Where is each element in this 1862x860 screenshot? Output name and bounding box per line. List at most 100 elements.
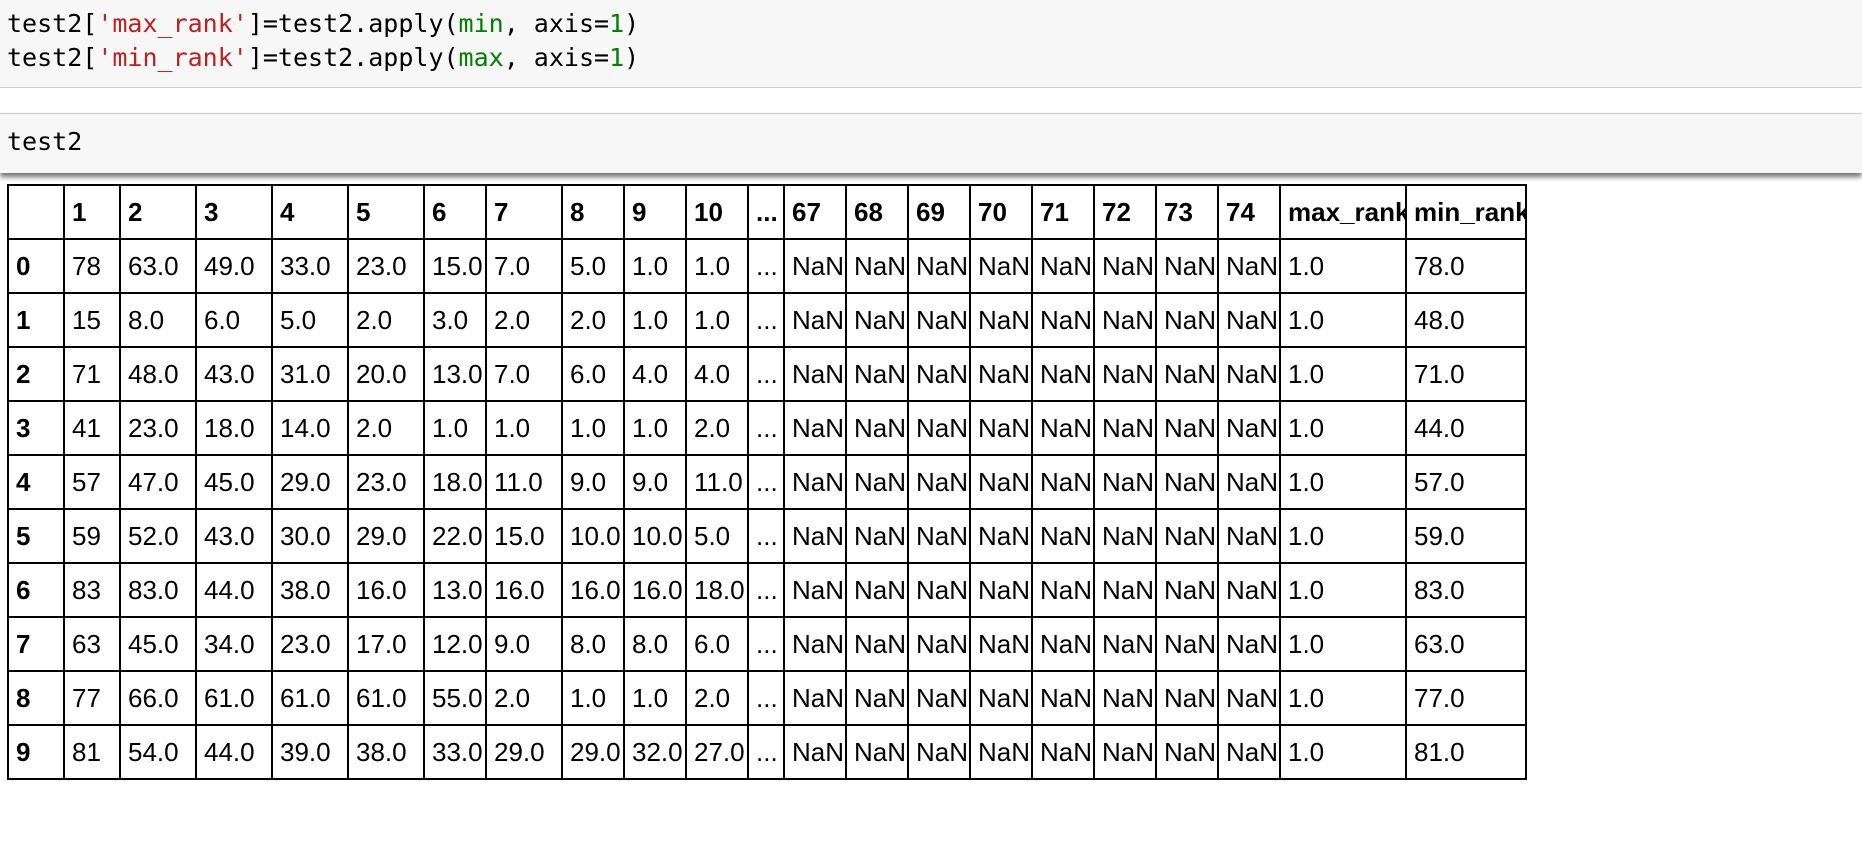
table-cell: 48.0 [119, 346, 197, 402]
table-cell: 45.0 [195, 454, 273, 510]
table-cell: NaN [1155, 670, 1219, 726]
table-cell: ... [747, 454, 785, 510]
table-cell: 14.0 [271, 400, 349, 456]
table-cell: NaN [1217, 616, 1281, 672]
column-header: 2 [119, 184, 197, 240]
table-cell: 15 [63, 292, 121, 348]
row-index: 4 [7, 454, 65, 510]
table-cell: 23.0 [119, 400, 197, 456]
table-cell: 78.0 [1405, 238, 1527, 294]
code-token: test2 [7, 127, 83, 156]
code-token: test2[ [7, 43, 98, 72]
table-cell: NaN [1031, 724, 1095, 780]
table-cell: NaN [969, 346, 1033, 402]
table-cell: 15.0 [423, 238, 487, 294]
table-cell: 57.0 [1405, 454, 1527, 510]
code-token: ) [624, 9, 640, 38]
column-header: 8 [561, 184, 625, 240]
code-token: test2[ [7, 9, 98, 38]
table-cell: 18.0 [685, 562, 749, 618]
table-cell: 8.0 [561, 616, 625, 672]
table-cell: 1.0 [1279, 238, 1407, 294]
table-cell: NaN [1093, 346, 1157, 402]
table-cell: NaN [1093, 238, 1157, 294]
table-cell: 39.0 [271, 724, 349, 780]
row-index: 1 [7, 292, 65, 348]
table-cell: NaN [783, 400, 847, 456]
header-row: 1 2 3 4 5 6 7 8 9 10... 67 68 69 70 71 72 73 74 max_rank mi… [7, 184, 1527, 240]
table-cell: 17.0 [347, 616, 425, 672]
table-cell: 41 [63, 400, 121, 456]
table-cell: NaN [969, 400, 1033, 456]
table-cell: NaN [783, 670, 847, 726]
table-row: 2 71 48.0 43.0 31.0 20.0 13.0 7.0 6.0 4.0 4.0... Na… [7, 346, 1527, 402]
table-cell: 6.0 [195, 292, 273, 348]
table-cell: NaN [1155, 346, 1219, 402]
column-header: 9 [623, 184, 687, 240]
table-cell: 16.0 [623, 562, 687, 618]
table-cell: 48.0 [1405, 292, 1527, 348]
table-cell: NaN [1155, 454, 1219, 510]
row-index: 2 [7, 346, 65, 402]
table-cell: 2.0 [347, 292, 425, 348]
table-cell: 9.0 [561, 454, 625, 510]
code-cell-1[interactable]: test2['max_rank']=test2.apply(min, axis=… [0, 0, 1862, 88]
table-cell: 81 [63, 724, 121, 780]
table-cell: 1.0 [623, 238, 687, 294]
table-cell: NaN [1155, 508, 1219, 564]
table-cell: ... [747, 670, 785, 726]
table-cell: 1.0 [685, 292, 749, 348]
table-cell: 8.0 [623, 616, 687, 672]
table-cell: 18.0 [195, 400, 273, 456]
table-cell: 2.0 [685, 400, 749, 456]
table-cell: 49.0 [195, 238, 273, 294]
table-cell: ... [747, 562, 785, 618]
column-header: 70 [969, 184, 1033, 240]
table-cell: ... [747, 400, 785, 456]
table-cell: 7.0 [485, 238, 563, 294]
table-cell: NaN [907, 346, 971, 402]
column-header: min_rank [1405, 184, 1527, 240]
table-cell: NaN [1217, 670, 1281, 726]
table-cell: 38.0 [271, 562, 349, 618]
table-row: 8 77 66.0 61.0 61.0 61.0 55.0 2.0 1.0 1.0 2.0... Na… [7, 670, 1527, 726]
column-header: 67 [783, 184, 847, 240]
table-cell: NaN [1031, 346, 1095, 402]
table-cell: 61.0 [271, 670, 349, 726]
row-index: 9 [7, 724, 65, 780]
table-cell: 1.0 [561, 670, 625, 726]
table-cell: NaN [1093, 292, 1157, 348]
table-cell: 63.0 [119, 238, 197, 294]
table-row: 3 41 23.0 18.0 14.0 2.0 1.0 1.0 1.0 1.0 2.0... NaN N… [7, 400, 1527, 456]
code-token: ]=test2.apply( [247, 43, 459, 72]
table-cell: ... [747, 238, 785, 294]
table-cell: NaN [1217, 238, 1281, 294]
table-cell: 3.0 [423, 292, 487, 348]
table-cell: NaN [845, 400, 909, 456]
table-cell: NaN [969, 454, 1033, 510]
row-index: 8 [7, 670, 65, 726]
table-cell: 47.0 [119, 454, 197, 510]
table-cell: 2.0 [561, 292, 625, 348]
output-area: 1 2 3 4 5 6 7 8 9 10... 67 68 69 70 71 72 73 74 max_rank mi… [7, 184, 1862, 846]
table-cell: NaN [1217, 400, 1281, 456]
code-token: 1 [609, 9, 625, 38]
table-cell: 83 [63, 562, 121, 618]
table-cell: 11.0 [485, 454, 563, 510]
code-token: max [458, 43, 504, 72]
table-cell: 29.0 [485, 724, 563, 780]
table-cell: 29.0 [271, 454, 349, 510]
table-cell: 54.0 [119, 724, 197, 780]
table-cell: 44.0 [195, 562, 273, 618]
table-cell: 20.0 [347, 346, 425, 402]
table-cell: NaN [1155, 400, 1219, 456]
code-cell-2[interactable]: test2 [0, 113, 1862, 173]
table-cell: 77 [63, 670, 121, 726]
code-token: , axis= [503, 9, 610, 38]
table-cell: 1.0 [1279, 346, 1407, 402]
table-cell: 2.0 [685, 670, 749, 726]
table-cell: 2.0 [347, 400, 425, 456]
table-cell: NaN [845, 562, 909, 618]
table-cell: 5.0 [685, 508, 749, 564]
table-cell: 71 [63, 346, 121, 402]
